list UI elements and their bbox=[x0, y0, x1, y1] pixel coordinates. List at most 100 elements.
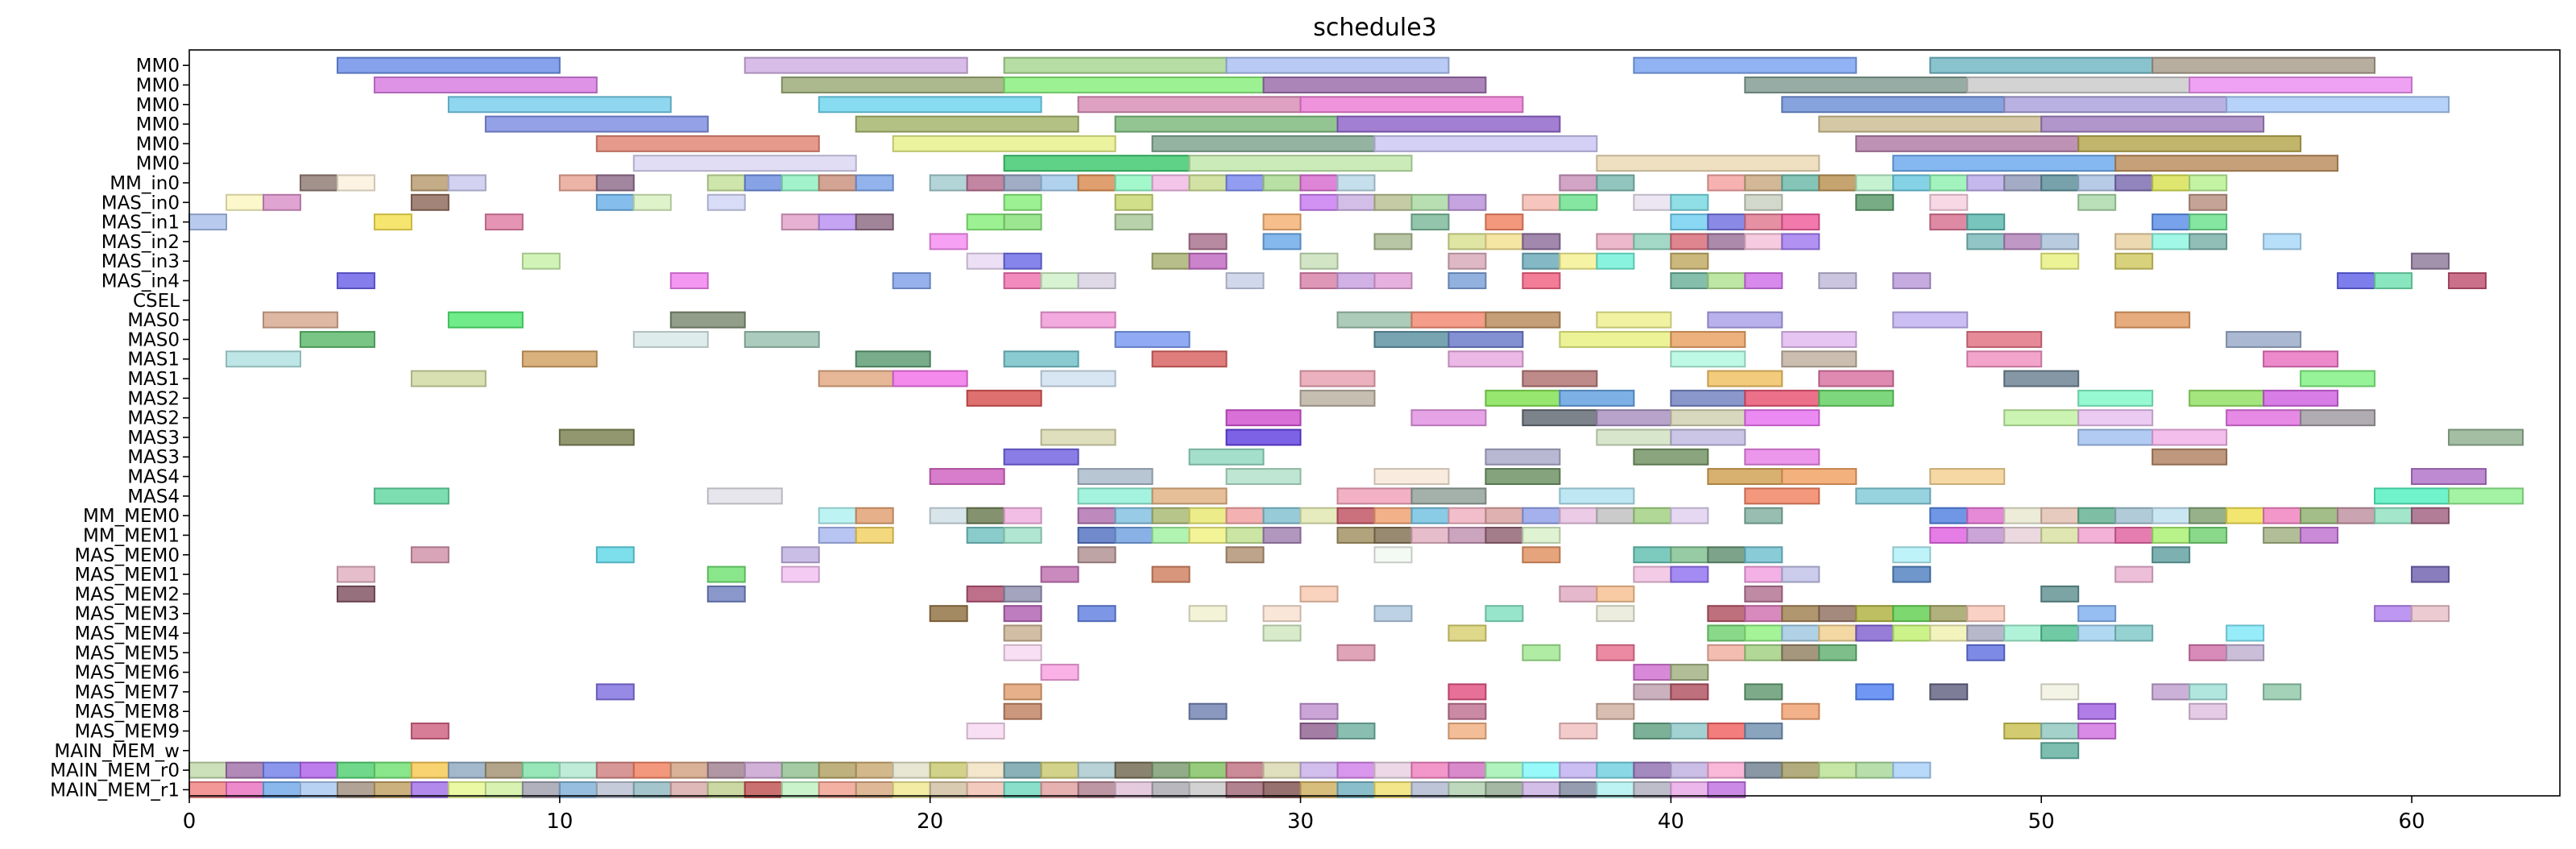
task-bar bbox=[1003, 56, 1228, 74]
x-tick-label: 10 bbox=[546, 810, 573, 834]
task-bar bbox=[1633, 664, 1672, 681]
task-bar bbox=[1559, 193, 1598, 211]
task-bar bbox=[2226, 507, 2265, 524]
task-bar bbox=[484, 213, 524, 231]
task-bar bbox=[1485, 233, 1524, 251]
task-bar bbox=[2411, 605, 2450, 623]
task-bar bbox=[966, 781, 1005, 798]
task-bar bbox=[336, 781, 375, 798]
row-label: MAS3 bbox=[127, 447, 180, 468]
task-bar bbox=[1373, 193, 1413, 211]
task-bar bbox=[1929, 468, 2006, 486]
task-bar bbox=[1225, 546, 1265, 564]
task-bar bbox=[1855, 135, 2080, 152]
task-bar bbox=[1596, 429, 1672, 446]
task-bar bbox=[855, 761, 894, 779]
task-bar bbox=[1188, 526, 1228, 544]
task-bar bbox=[1892, 565, 1932, 583]
task-bar bbox=[1670, 429, 1746, 446]
task-bar bbox=[1744, 624, 1783, 642]
task-bar bbox=[2189, 702, 2228, 720]
task-bar bbox=[1373, 507, 1413, 524]
task-bar bbox=[1892, 174, 1932, 192]
task-bar bbox=[2003, 507, 2043, 524]
task-bar bbox=[2300, 507, 2339, 524]
task-bar bbox=[1336, 507, 1376, 524]
task-bar bbox=[929, 233, 968, 251]
task-bar bbox=[1485, 311, 1561, 329]
task-bar bbox=[1559, 585, 1598, 603]
task-bar bbox=[1670, 546, 1709, 564]
task-bar bbox=[2040, 174, 2080, 192]
task-bar bbox=[1114, 115, 1339, 133]
task-bar bbox=[1040, 565, 1079, 583]
task-bar bbox=[1855, 761, 1895, 779]
task-bar bbox=[1744, 683, 1783, 701]
task-bar bbox=[1522, 233, 1561, 251]
task-bar bbox=[1336, 761, 1376, 779]
task-bar bbox=[595, 174, 635, 192]
task-bar bbox=[2226, 409, 2302, 427]
task-bar bbox=[1262, 76, 1487, 93]
task-bar bbox=[1040, 272, 1079, 289]
task-bar bbox=[1225, 526, 1265, 544]
task-bar bbox=[1966, 526, 2006, 544]
task-bar bbox=[1373, 781, 1413, 798]
task-bar bbox=[855, 526, 894, 544]
row-label: MAS2 bbox=[127, 388, 180, 409]
task-bar bbox=[2300, 370, 2376, 387]
task-bar bbox=[2077, 389, 2154, 407]
task-bar bbox=[2077, 174, 2117, 192]
task-bar bbox=[1188, 233, 1228, 251]
task-bar bbox=[706, 193, 746, 211]
task-bar bbox=[1522, 409, 1598, 427]
task-bar bbox=[2263, 233, 2302, 251]
task-bar bbox=[1003, 252, 1042, 270]
task-bar bbox=[743, 781, 783, 798]
task-bar bbox=[1670, 409, 1746, 427]
task-bar bbox=[1929, 605, 1969, 623]
task-bar bbox=[2040, 115, 2265, 133]
row-label: MM0 bbox=[136, 134, 180, 155]
task-bar bbox=[2189, 683, 2228, 701]
task-bar bbox=[2077, 723, 2117, 739]
task-bar bbox=[1299, 761, 1339, 779]
task-bar bbox=[1040, 311, 1116, 329]
task-bar bbox=[781, 565, 820, 583]
task-bar bbox=[1336, 193, 1376, 211]
task-bar bbox=[2300, 526, 2339, 544]
task-bar bbox=[929, 174, 968, 192]
task-bar bbox=[2077, 526, 2117, 544]
row-label: MAS_MEM2 bbox=[74, 584, 180, 605]
task-bar bbox=[2189, 193, 2228, 211]
task-bar bbox=[743, 761, 783, 779]
row-label: MAS_in2 bbox=[101, 232, 180, 253]
task-bar bbox=[1892, 546, 1932, 564]
task-bar bbox=[1003, 213, 1042, 231]
task-bar bbox=[1670, 761, 1709, 779]
task-bar bbox=[818, 761, 857, 779]
task-bar bbox=[1522, 370, 1598, 387]
task-bar bbox=[299, 330, 375, 348]
task-bar bbox=[1855, 487, 1932, 505]
task-bar bbox=[1707, 624, 1746, 642]
task-bar bbox=[1781, 330, 1857, 348]
task-bar bbox=[1188, 507, 1228, 524]
task-bar bbox=[929, 761, 968, 779]
row-label: MAS3 bbox=[127, 428, 180, 449]
task-bar bbox=[1522, 781, 1561, 798]
task-bar bbox=[2411, 507, 2450, 524]
task-bar bbox=[521, 761, 561, 779]
task-bar bbox=[1522, 507, 1561, 524]
task-bar bbox=[743, 174, 783, 192]
task-bar bbox=[1077, 468, 1153, 486]
task-bar bbox=[1262, 213, 1302, 231]
task-bar bbox=[447, 761, 487, 779]
task-bar bbox=[1410, 761, 1450, 779]
task-bar bbox=[1670, 683, 1709, 701]
task-bar bbox=[1707, 272, 1746, 289]
task-bar bbox=[299, 781, 338, 798]
task-bar bbox=[1373, 272, 1413, 289]
task-bar bbox=[1670, 507, 1709, 524]
task-bar bbox=[966, 174, 1005, 192]
